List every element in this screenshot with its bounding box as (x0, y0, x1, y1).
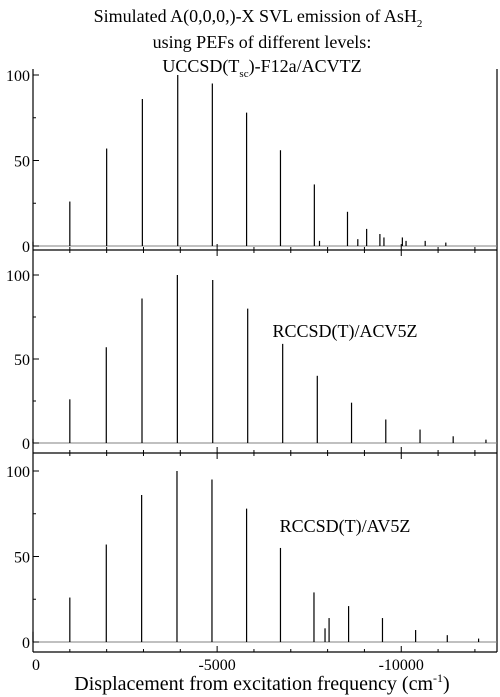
chart-title: Simulated A(0,0,0,)-X SVL emission of As… (94, 6, 423, 80)
x-axis-tick-labels: 0 -5000 -10000 (32, 657, 424, 674)
x-tick-label: -5000 (198, 657, 235, 674)
title-line-2: using PEFs of different levels: (153, 32, 372, 52)
panel-label: RCCSD(T)/ACV5Z (272, 321, 417, 342)
title-line-1: Simulated A(0,0,0,)-X SVL emission of As… (94, 6, 423, 30)
y-tick-label: 0 (22, 635, 30, 652)
x-axis-label: Displacement from excitation frequency (… (74, 671, 449, 695)
x-tick-label: -10000 (379, 657, 424, 674)
y-tick-label: 50 (14, 352, 30, 369)
y-tick-label: 50 (14, 154, 30, 171)
panel-label: RCCSD(T)/AV5Z (280, 516, 411, 537)
y-tick-label: 100 (6, 68, 30, 85)
y-tick-label: 0 (22, 436, 30, 453)
y-tick-label: 100 (6, 268, 30, 285)
y-tick-label: 50 (14, 550, 30, 567)
title-line-3: UCCSD(Tsc)-F12a/ACVTZ (162, 56, 361, 80)
panel-ucsd-f12a: 0 50 100 (6, 68, 498, 256)
panel-rccsd-acv5z: 0 50 100 RCCSD(T)/ACV5Z (6, 250, 498, 454)
panel-rccsd-av5z: 0 50 100 RCCSD(T)/AV5Z (6, 453, 498, 653)
y-tick-label: 100 (6, 464, 30, 481)
x-tick-label: 0 (32, 657, 40, 674)
y-tick-label: 0 (22, 239, 30, 256)
